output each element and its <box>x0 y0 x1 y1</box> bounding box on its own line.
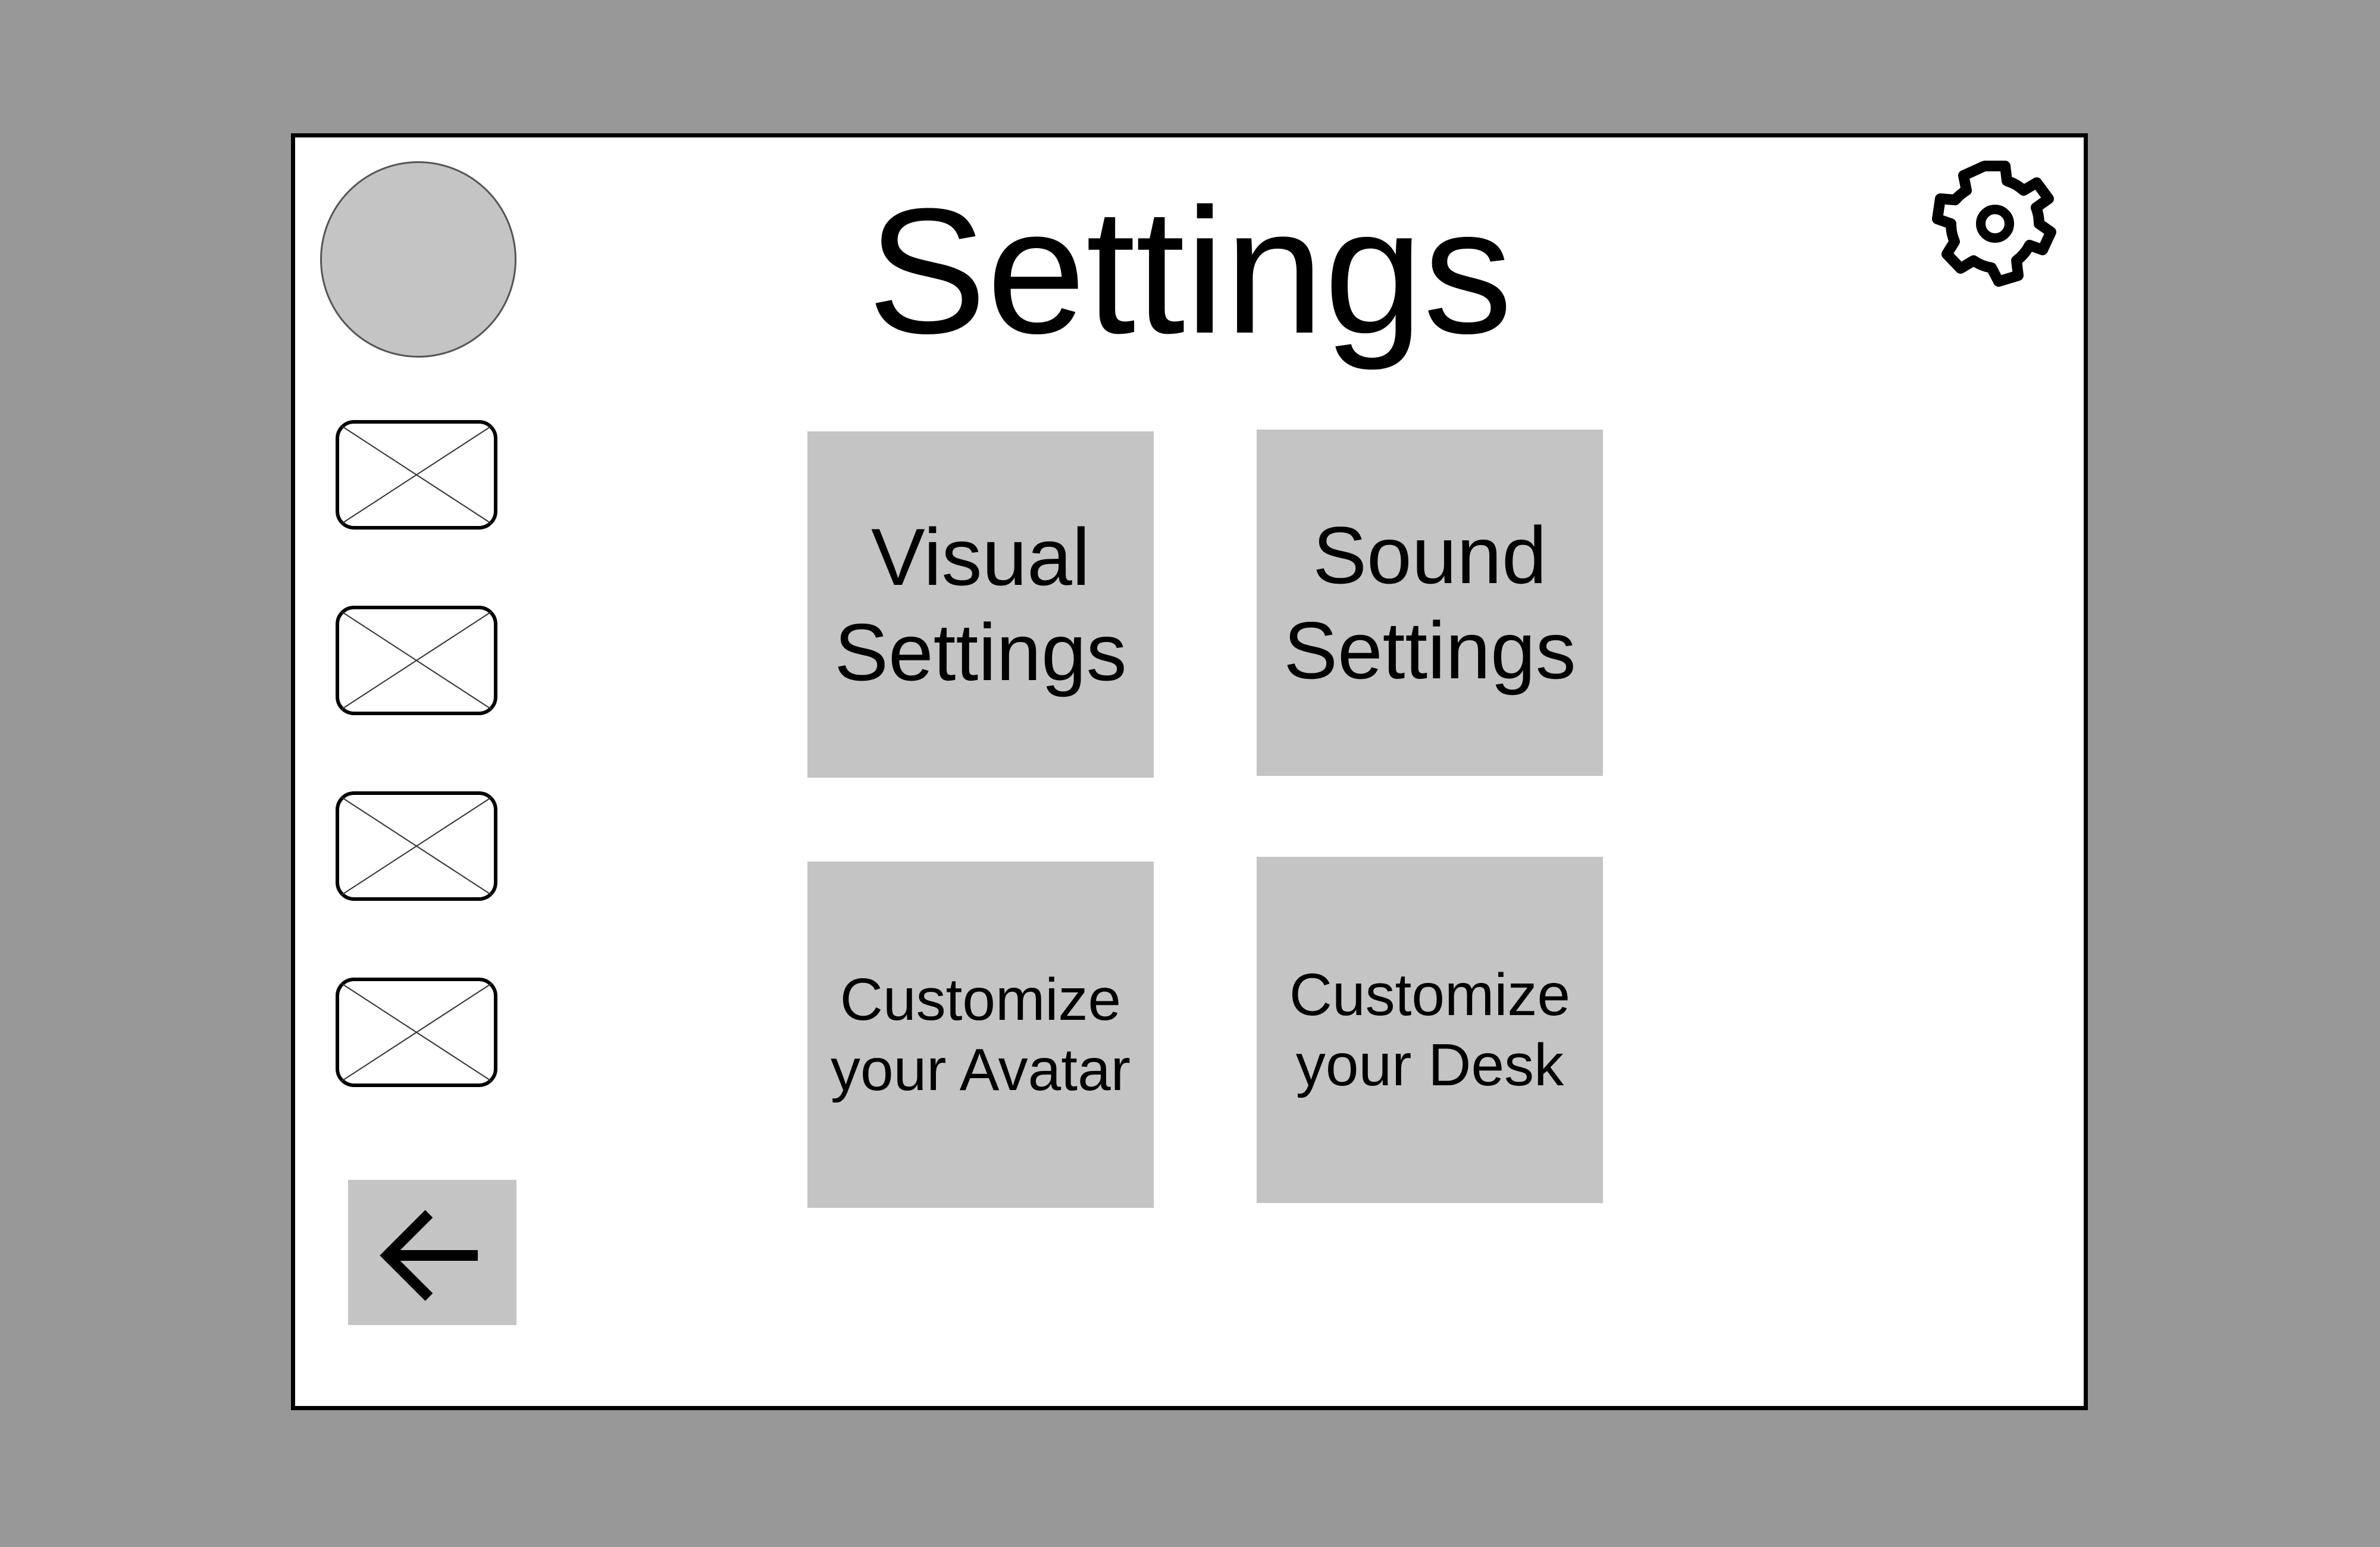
arrow-left-icon <box>379 1210 478 1301</box>
visual-settings-label: Visual Settings <box>834 512 1127 697</box>
sidebar-item-3[interactable] <box>336 791 497 901</box>
back-button[interactable] <box>348 1180 516 1325</box>
customize-desk-label: Customize your Desk <box>1289 962 1571 1098</box>
image-placeholder-icon <box>336 791 497 901</box>
customize-avatar-button[interactable]: Customize your Avatar <box>807 862 1154 1208</box>
customize-avatar-label: Customize your Avatar <box>830 966 1130 1103</box>
settings-button[interactable] <box>1930 158 2060 289</box>
visual-settings-button[interactable]: Visual Settings <box>807 431 1154 778</box>
sidebar-item-1[interactable] <box>336 420 497 530</box>
image-placeholder-icon <box>336 978 497 1087</box>
page-title: Settings <box>868 171 1512 371</box>
customize-desk-button[interactable]: Customize your Desk <box>1257 857 1603 1203</box>
image-placeholder-icon <box>336 606 497 715</box>
settings-window <box>291 133 2088 1410</box>
sidebar-item-2[interactable] <box>336 606 497 715</box>
avatar[interactable] <box>320 161 516 358</box>
sidebar-item-4[interactable] <box>336 978 497 1087</box>
image-placeholder-icon <box>336 420 497 530</box>
gear-icon <box>1932 161 2056 287</box>
sound-settings-label: Sound Settings <box>1283 510 1576 696</box>
sound-settings-button[interactable]: Sound Settings <box>1257 430 1603 776</box>
